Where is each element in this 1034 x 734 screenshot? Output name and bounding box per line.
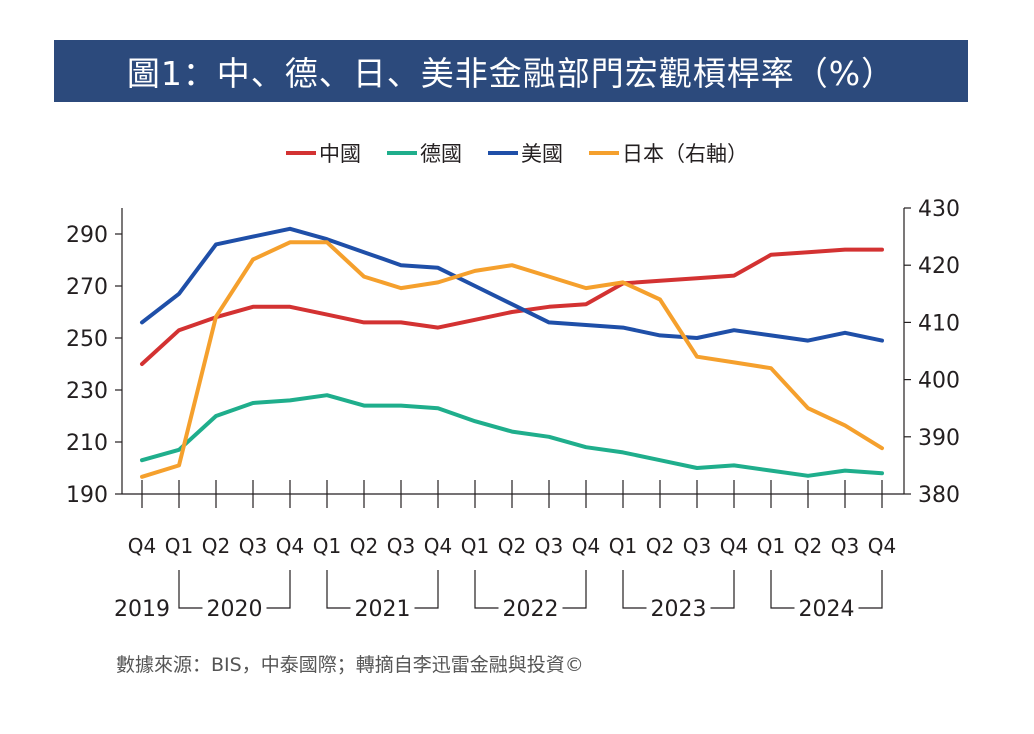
legend-label-japan: 日本（右軸）: [622, 142, 748, 166]
chart-title: 圖1：中、德、日、美非金融部門宏觀槓桿率（%）: [126, 54, 896, 93]
year-bracket-right: [710, 570, 735, 609]
year-label: 2022: [503, 597, 559, 622]
x-tick-label: Q3: [831, 534, 859, 558]
usa-series-line: [140, 226, 884, 343]
left-y-tick-label: 190: [66, 483, 108, 508]
left-y-tick-label: 230: [66, 379, 108, 404]
x-tick-label: Q4: [276, 534, 304, 558]
left-y-tick-label: 250: [66, 327, 108, 352]
x-tick-label: Q2: [498, 534, 526, 558]
year-bracket-right: [414, 570, 439, 609]
legend-item-germany: 德國: [387, 138, 462, 168]
x-tick-label: Q3: [239, 534, 267, 558]
legend-item-usa: 美國: [488, 138, 563, 168]
right-y-tick-label: 420: [918, 254, 960, 279]
x-tick-label: Q3: [535, 534, 563, 558]
x-tick-label: Q3: [387, 534, 415, 558]
year-label: 2019: [114, 597, 170, 622]
x-tick-label: Q3: [683, 534, 711, 558]
year-bracket-left: [770, 570, 795, 609]
right-y-tick-label: 430: [918, 197, 960, 222]
year-label: 2021: [355, 597, 411, 622]
year-bracket-right: [858, 570, 883, 609]
left-y-tick-label: 210: [66, 431, 108, 456]
legend-swatch-usa: [488, 151, 518, 155]
legend-label-germany: 德國: [420, 142, 462, 166]
china-series-line: [140, 247, 884, 366]
legend-label-china: 中國: [319, 142, 361, 166]
x-tick-label: Q4: [572, 534, 600, 558]
x-tick-label: Q4: [128, 534, 156, 558]
legend-swatch-japan: [589, 151, 619, 155]
source-note: 數據來源：BIS，中泰國際；轉摘自李迅雷金融與投資©: [116, 654, 584, 676]
x-tick-label: Q4: [424, 534, 452, 558]
year-label: 2024: [799, 597, 855, 622]
germany-series-line: [140, 393, 884, 478]
x-tick-label: Q4: [720, 534, 748, 558]
year-bracket-left: [178, 570, 203, 609]
x-tick-label: Q4: [868, 534, 896, 558]
year-bracket-left: [326, 570, 351, 609]
x-tick-label: Q1: [757, 534, 785, 558]
chart-legend: 中國 德國 美國 日本（右軸）: [0, 138, 1034, 168]
x-tick-label: Q1: [165, 534, 193, 558]
x-tick-label: Q2: [794, 534, 822, 558]
x-tick-label: Q1: [461, 534, 489, 558]
right-y-tick-label: 390: [918, 426, 960, 451]
x-tick-label: Q2: [202, 534, 230, 558]
legend-item-japan: 日本（右軸）: [589, 138, 748, 168]
right-y-tick-label: 400: [918, 369, 960, 394]
legend-swatch-germany: [387, 151, 417, 155]
year-bracket-right: [266, 570, 291, 609]
left-y-tick-label: 290: [66, 223, 108, 248]
year-bracket-left: [474, 570, 499, 609]
chart-title-bar: 圖1：中、德、日、美非金融部門宏觀槓桿率（%）: [54, 40, 968, 102]
x-tick-label: Q1: [609, 534, 637, 558]
year-label: 2023: [651, 597, 707, 622]
legend-swatch-china: [286, 151, 316, 155]
year-bracket-right: [562, 570, 587, 609]
year-label: 2020: [207, 597, 263, 622]
right-y-tick-label: 410: [918, 311, 960, 336]
x-tick-label: Q2: [646, 534, 674, 558]
x-tick-label: Q2: [350, 534, 378, 558]
japan-series-line: [140, 240, 884, 479]
left-y-tick-label: 270: [66, 275, 108, 300]
year-bracket-left: [622, 570, 647, 609]
legend-label-usa: 美國: [521, 142, 563, 166]
x-tick-label: Q1: [313, 534, 341, 558]
legend-item-china: 中國: [286, 138, 361, 168]
right-y-tick-label: 380: [918, 483, 960, 508]
